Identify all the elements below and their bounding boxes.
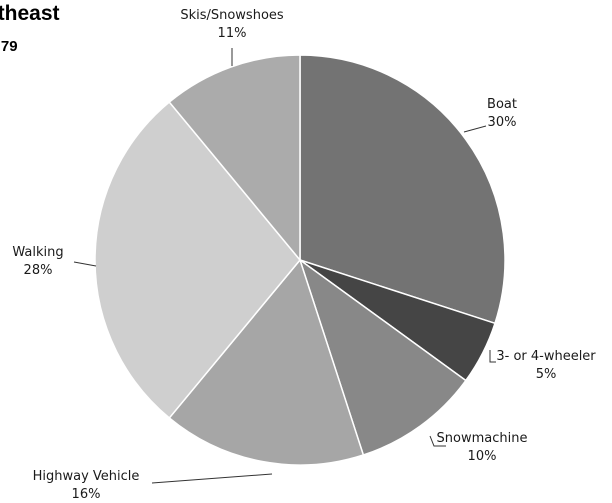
pie-slice-snowmachine [298, 258, 467, 456]
slice-percent-boat: 30% [488, 115, 517, 130]
slice-label-walking: Walking [12, 245, 63, 260]
slice-labels: Boat 30% 3- or 4-wheeler 5% Snowmachine 10% Hi… [12, 8, 596, 502]
slice-percent-3-or-4-wheeler: 5% [536, 367, 557, 382]
slice-label-3-or-4-wheeler: 3- or 4-wheeler [496, 349, 596, 364]
slice-percent-highway-vehicle: 16% [72, 487, 101, 502]
pie-slice-walking [94, 100, 301, 420]
slice-percent-walking: 28% [24, 263, 53, 278]
pie-slice-boat [299, 54, 506, 325]
chart-title: outheast [0, 2, 60, 25]
slice-percent-snowmachine: 10% [468, 449, 497, 464]
slice-percent-skis-snowshoes: 11% [218, 26, 247, 41]
leader-line-highway-vehicle [151, 473, 273, 484]
leader-lines [73, 48, 496, 484]
pie-slice-skis-snowshoes [168, 54, 301, 263]
chart-subtitle: = 79 [0, 38, 18, 55]
slice-label-snowmachine: Snowmachine [437, 431, 528, 446]
leader-line-walking [73, 261, 97, 267]
slice-label-highway-vehicle: Highway Vehicle [33, 469, 140, 484]
pie-slice-highway-vehicle [168, 258, 365, 466]
pie-slices [94, 54, 506, 466]
leader-line-3-or-4-wheeler [489, 350, 496, 363]
leader-line-snowmachine [429, 435, 446, 447]
leader-line-boat [463, 125, 487, 133]
slice-label-boat: Boat [487, 97, 517, 112]
slice-label-skis-snowshoes: Skis/Snowshoes [180, 8, 284, 23]
